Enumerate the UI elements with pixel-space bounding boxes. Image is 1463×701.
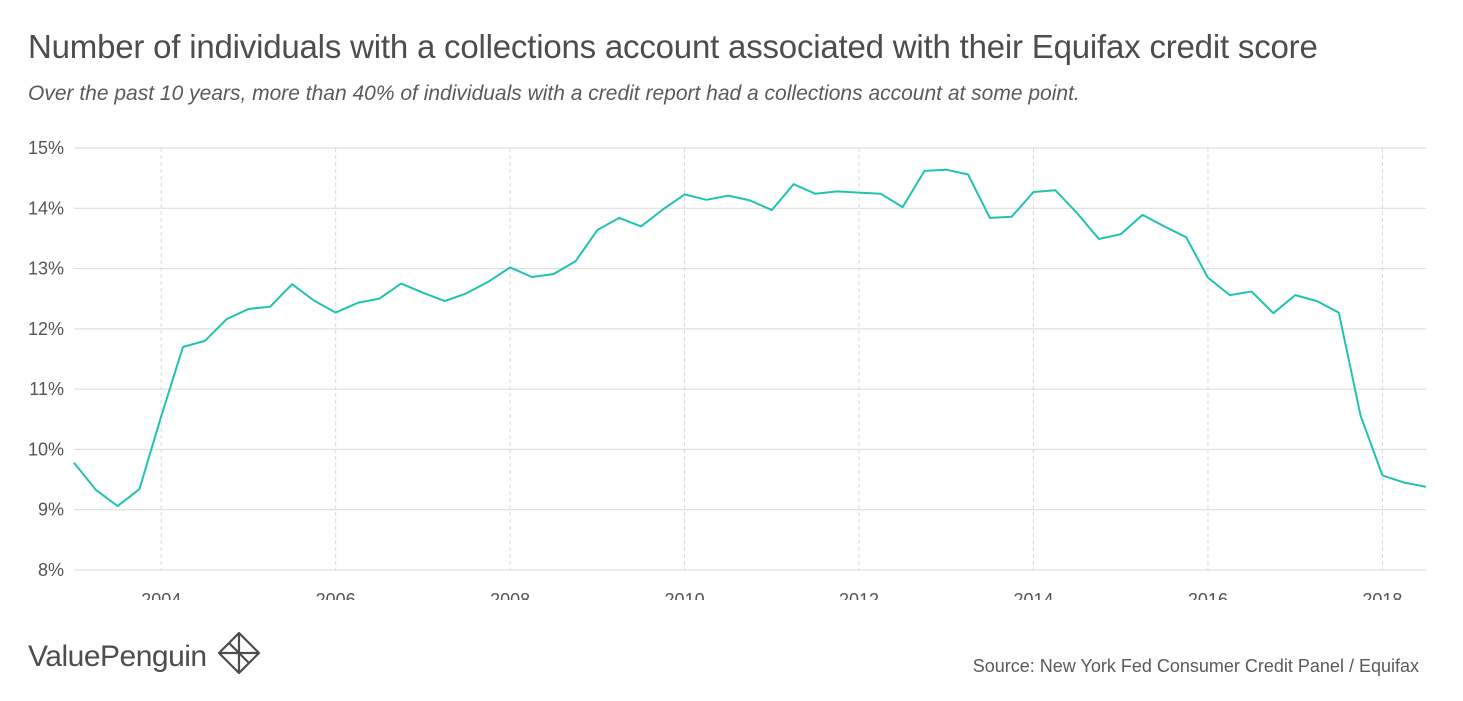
x-tick-label: 2016 (1188, 590, 1228, 600)
y-tick-label: 9% (38, 500, 64, 520)
series-line (73, 168, 1427, 508)
x-tick-label: 2010 (665, 590, 705, 600)
source-note: Source: New York Fed Consumer Credit Pan… (972, 656, 1419, 676)
y-tick-label: 15% (28, 138, 64, 158)
y-tick-label: 11% (29, 379, 64, 399)
valuepenguin-logo-icon (217, 631, 261, 675)
y-tick-label: 10% (28, 439, 64, 459)
brand-logo-text: ValuePenguin (28, 640, 207, 673)
chart-subtitle: Over the past 10 years, more than 40% of… (28, 82, 1080, 105)
grid-lines (74, 147, 1426, 571)
y-tick-label: 13% (28, 259, 64, 279)
x-tick-label: 2014 (1013, 590, 1053, 600)
y-tick-label: 12% (28, 319, 64, 339)
series-layer (73, 168, 1427, 508)
y-tick-label: 8% (38, 560, 64, 580)
x-axis: 2004 2006 2008 2010 2012 2014 2016 2018 (141, 590, 1402, 600)
x-tick-label: 2006 (316, 590, 356, 600)
x-tick-label: 2008 (490, 590, 530, 600)
y-axis: 8% 9% 10% 11% 12% 13% 14% 15% (28, 138, 64, 580)
chart-title: Number of individuals with a collections… (28, 28, 1318, 65)
x-tick-label: 2004 (141, 590, 181, 600)
y-tick-label: 14% (28, 198, 64, 218)
x-tick-label: 2018 (1362, 590, 1402, 600)
x-tick-label: 2012 (839, 590, 879, 600)
line-chart: 8%9%10%11%12%13%14%15% 2004 2006 2008 2010 2… (28, 138, 1427, 600)
